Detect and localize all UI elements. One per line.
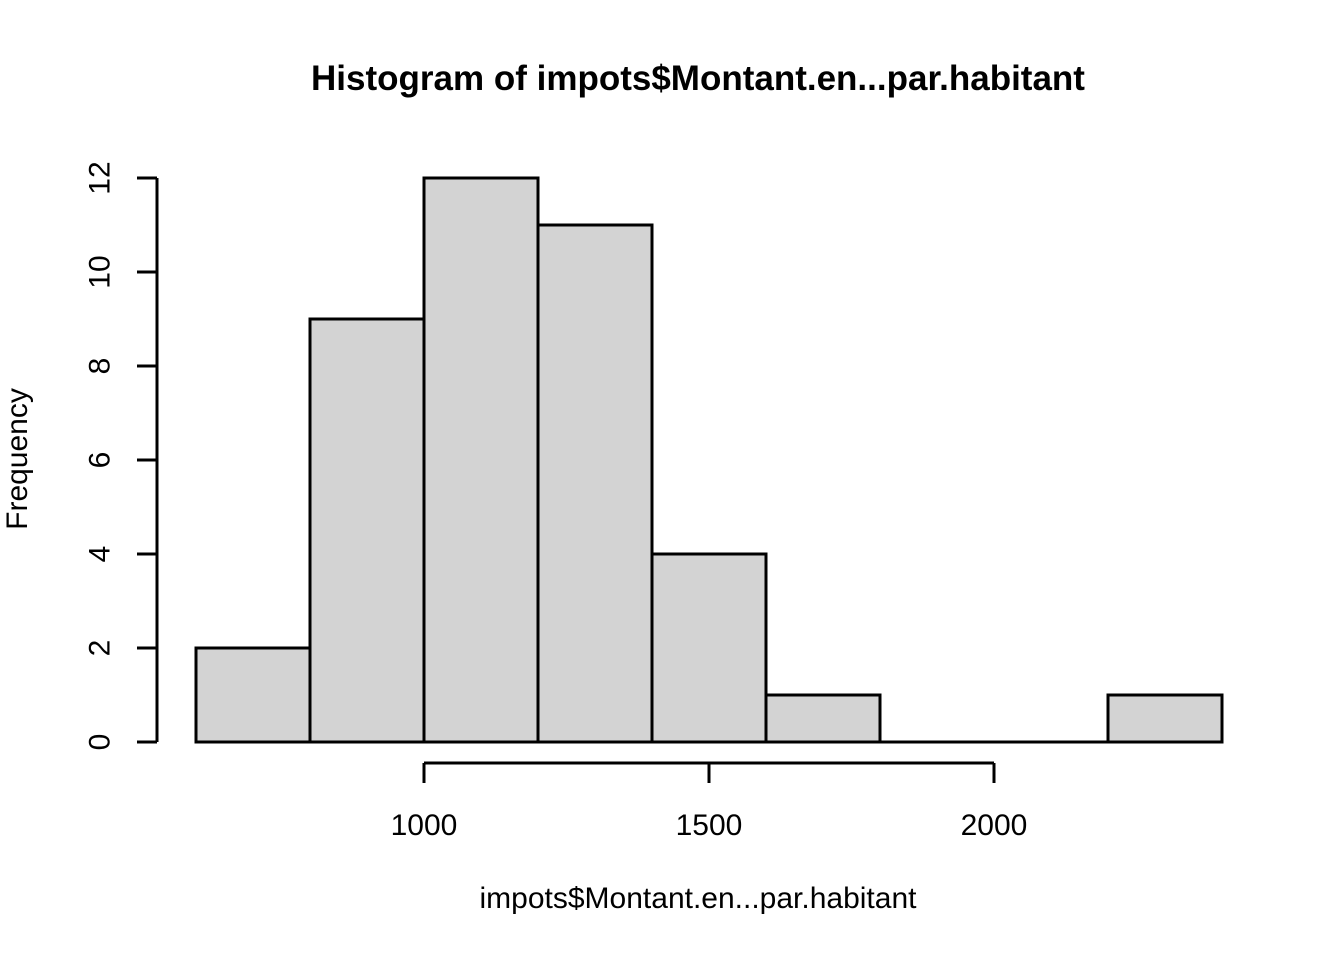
x-tick-label: 1500 — [676, 809, 743, 842]
histogram-bar — [1106, 693, 1224, 744]
tick-labels-group: 0 2 4 6 8 10 12 1000 1500 2000 — [84, 161, 1028, 842]
y-tick-label: 8 — [84, 358, 117, 375]
axes-group — [137, 176, 996, 783]
x-axis-label: impots$Montant.en...par.habitant — [480, 882, 918, 915]
y-tick-label: 6 — [84, 452, 117, 469]
histogram-bar — [308, 317, 426, 744]
x-tick-label: 1000 — [391, 809, 458, 842]
y-tick-label: 4 — [84, 546, 117, 563]
chart-title: Histogram of impots$Montant.en...par.hab… — [311, 59, 1085, 98]
histogram-bar — [194, 646, 312, 744]
histogram-bar — [422, 176, 540, 744]
histogram-bar — [650, 552, 768, 744]
x-tick-label: 2000 — [961, 809, 1028, 842]
histogram-bar — [764, 693, 882, 744]
y-tick-label: 2 — [84, 640, 117, 657]
histogram-bar — [536, 223, 654, 744]
bars-group — [194, 176, 1224, 744]
y-tick-label: 12 — [84, 161, 117, 194]
y-tick-label: 0 — [84, 734, 117, 751]
y-tick-label: 10 — [84, 255, 117, 288]
y-axis-label: Frequency — [1, 388, 34, 530]
